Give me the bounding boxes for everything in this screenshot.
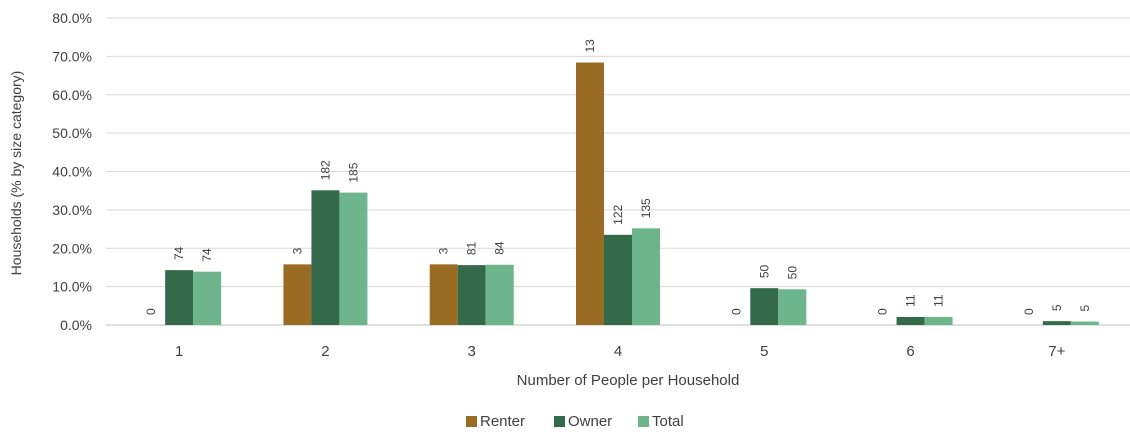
legend-label-owner: Owner: [568, 413, 612, 430]
data-label: 11: [904, 294, 918, 307]
bar-owner: [896, 316, 925, 325]
data-label: 84: [493, 241, 507, 255]
data-label: 0: [1022, 308, 1036, 315]
bar-renter: [576, 62, 604, 325]
data-label: 0: [144, 308, 158, 315]
bar-total: [632, 228, 660, 325]
bar-total: [339, 192, 368, 325]
data-label: 81: [465, 241, 479, 255]
data-label: 3: [437, 247, 451, 254]
x-axis-title: Number of People per Household: [517, 372, 740, 389]
bar-total: [485, 264, 514, 325]
legend-swatch-owner: [554, 416, 565, 427]
y-tick-label: 50.0%: [52, 125, 92, 141]
legend-label-renter: Renter: [480, 413, 525, 430]
y-tick-label: 60.0%: [52, 87, 92, 103]
y-tick-label: 80.0%: [52, 10, 92, 26]
bar-owner: [165, 270, 194, 325]
bar-total: [924, 316, 953, 325]
y-tick-label: 20.0%: [52, 240, 92, 256]
legend-swatch-total: [638, 416, 649, 427]
data-label: 11: [932, 294, 946, 307]
bar-owner: [457, 265, 486, 325]
data-label: 5: [1078, 305, 1092, 312]
data-label: 185: [346, 162, 360, 182]
y-tick-label: 0.0%: [60, 317, 92, 333]
data-label: 5: [1050, 304, 1064, 311]
data-label: 74: [200, 248, 214, 262]
legend-label-total: Total: [652, 413, 684, 430]
bar-owner: [1042, 321, 1071, 325]
bar-total: [1070, 321, 1099, 325]
data-label: 50: [757, 264, 771, 278]
y-tick-label: 40.0%: [52, 164, 92, 180]
data-label: 135: [639, 198, 653, 218]
x-tick-label: 3: [468, 343, 476, 360]
y-axis-title: Households (% by size category): [8, 71, 24, 276]
data-label: 182: [318, 160, 332, 180]
legend: Renter Owner Total: [466, 413, 684, 430]
bar-total: [778, 289, 807, 325]
data-label: 74: [172, 246, 186, 260]
x-tick-label: 2: [321, 343, 329, 360]
data-label: 0: [729, 308, 743, 315]
data-label: 122: [611, 204, 625, 224]
data-label: 50: [785, 266, 799, 280]
bar-owner: [604, 234, 632, 325]
data-label: 0: [876, 308, 890, 315]
x-tick-label: 1: [175, 343, 183, 360]
bar-total: [193, 271, 222, 325]
bars: [165, 62, 1099, 325]
y-tick-label: 30.0%: [52, 202, 92, 218]
data-label: 13: [583, 39, 597, 53]
x-tick-label: 4: [614, 343, 622, 360]
data-label: 3: [290, 247, 304, 254]
y-tick-label: 70.0%: [52, 48, 92, 64]
x-tick-label: 7+: [1048, 343, 1065, 360]
gridlines: [106, 17, 1130, 326]
x-tick-label: 6: [906, 343, 914, 360]
bar-renter: [429, 264, 458, 325]
bar-renter: [283, 264, 312, 325]
bar-owner: [311, 190, 340, 325]
x-tick-label: 5: [760, 343, 768, 360]
bar-owner: [750, 288, 779, 325]
y-axis-ticks: 0.0% 10.0% 20.0% 30.0% 40.0% 50.0% 60.0% 70.0% 8…: [52, 10, 92, 333]
x-axis-ticks: 1 2 3 4 5 6 7+: [175, 343, 1066, 360]
y-tick-label: 10.0%: [52, 279, 92, 295]
legend-swatch-renter: [466, 416, 477, 427]
data-labels: 0 74 74 3 182 185 3 81 84 13 122 135 0 50 50 0 11 11 0 5 5: [144, 39, 1092, 315]
